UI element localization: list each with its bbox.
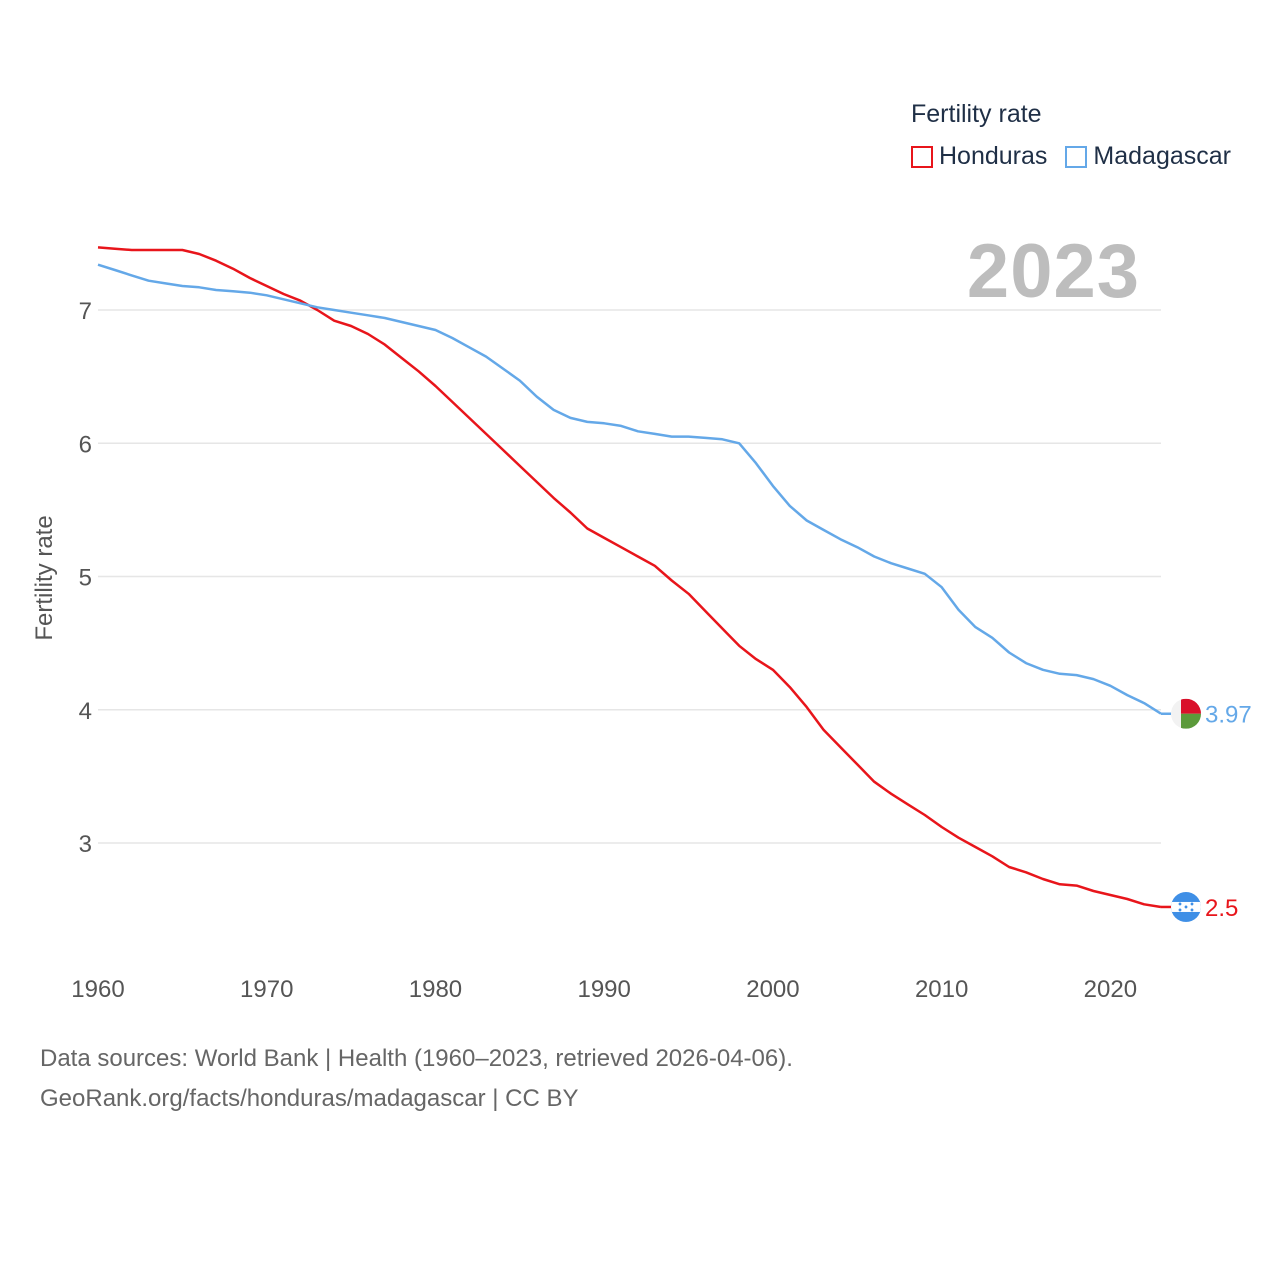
x-tick-label: 1960 (71, 976, 124, 1003)
x-tick-label: 1970 (240, 976, 293, 1003)
legend-item-madagascar[interactable]: Madagascar (1065, 142, 1231, 171)
legend-swatch-honduras (911, 145, 933, 168)
gridlines (98, 309, 1161, 844)
legend-swatch-madagascar (1065, 145, 1088, 168)
end-value-label-madagascar: 3.97 (1205, 702, 1252, 729)
end-markers: 2.5 3.97 (1161, 698, 1252, 922)
x-tick-label: 2010 (915, 976, 968, 1003)
x-axis: 1960 1970 1980 1990 2000 2010 2020 (71, 976, 1137, 1003)
x-tick-label: 1980 (409, 976, 462, 1003)
source-line-1: Data sources: World Bank | Health (1960–… (40, 1045, 793, 1072)
legend-item-honduras[interactable]: Honduras (911, 142, 1047, 171)
x-tick-label: 2020 (1084, 976, 1137, 1003)
y-tick-label: 6 (79, 431, 92, 458)
y-axis: 3 4 5 6 7 (79, 298, 92, 858)
legend-label-madagascar: Madagascar (1093, 142, 1231, 170)
series-line-honduras (97, 246, 1162, 909)
y-axis-label: Fertility rate (31, 515, 58, 640)
series-line-madagascar (97, 263, 1162, 715)
x-tick-label: 2000 (746, 976, 799, 1003)
legend-title: Fertility rate (911, 100, 1042, 128)
y-tick-label: 5 (79, 565, 92, 592)
honduras-flag-icon (1171, 891, 1201, 922)
x-tick-label: 1990 (577, 976, 630, 1003)
legend-label-honduras: Honduras (939, 142, 1048, 170)
y-tick-label: 7 (79, 298, 92, 325)
madagascar-flag-icon (1171, 698, 1201, 729)
series-lines (97, 246, 1162, 909)
source-line-2[interactable]: GeoRank.org/facts/honduras/madagascar | … (40, 1085, 579, 1112)
y-tick-label: 4 (79, 698, 92, 725)
legend: Honduras Madagascar (911, 142, 1249, 171)
y-tick-label: 3 (79, 831, 92, 858)
current-year-label: 2023 (966, 229, 1140, 314)
end-value-label-honduras: 2.5 (1205, 895, 1238, 922)
